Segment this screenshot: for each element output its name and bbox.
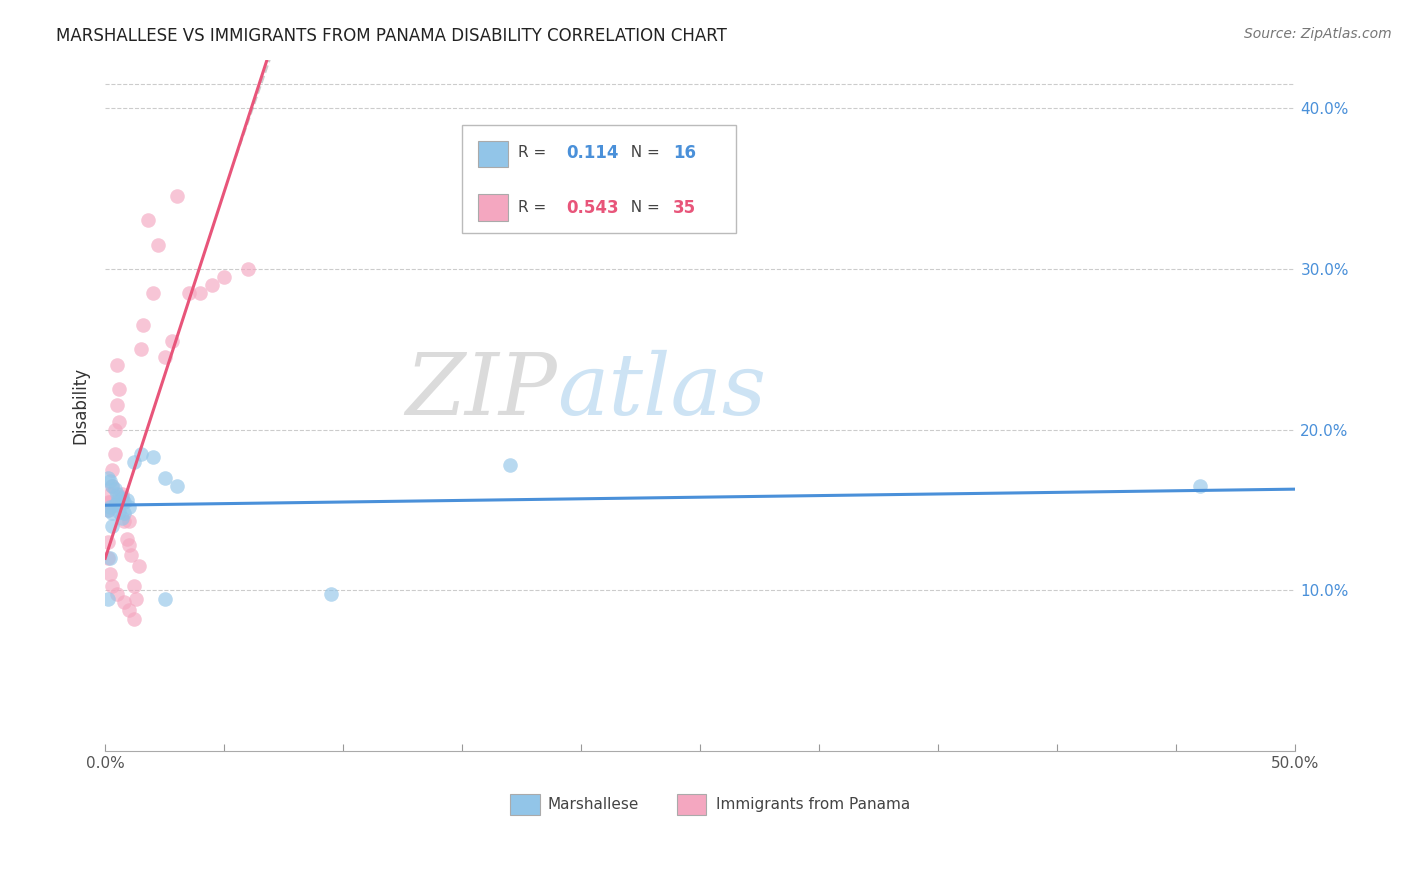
Point — [108, 490, 131, 504]
Point — [104, 498, 127, 512]
Text: R =: R = — [519, 200, 551, 215]
Point — [190, 285, 212, 300]
Point — [111, 511, 134, 525]
Point — [118, 603, 141, 617]
Point — [129, 342, 152, 356]
Point — [97, 535, 120, 549]
Text: R =: R = — [519, 145, 551, 161]
Point — [98, 487, 121, 501]
Point — [142, 285, 165, 300]
Y-axis label: Disability: Disability — [72, 367, 89, 444]
Point — [105, 487, 128, 501]
Point — [236, 261, 259, 276]
Point — [101, 463, 124, 477]
Point — [111, 487, 134, 501]
Point — [153, 591, 176, 606]
Point — [112, 595, 135, 609]
FancyBboxPatch shape — [478, 194, 508, 221]
Point — [160, 334, 183, 348]
Text: Immigrants from Panama: Immigrants from Panama — [716, 797, 910, 812]
Text: Source: ZipAtlas.com: Source: ZipAtlas.com — [1244, 27, 1392, 41]
Point — [166, 189, 188, 203]
Point — [122, 612, 145, 626]
Point — [101, 479, 124, 493]
Point — [101, 519, 124, 533]
Point — [153, 350, 176, 364]
Point — [108, 383, 131, 397]
Text: Marshallese: Marshallese — [548, 797, 640, 812]
FancyBboxPatch shape — [510, 794, 540, 815]
FancyBboxPatch shape — [478, 141, 508, 167]
Point — [97, 591, 120, 606]
Point — [111, 491, 134, 506]
Text: 0.114: 0.114 — [565, 144, 619, 162]
Text: atlas: atlas — [558, 351, 766, 433]
Point — [177, 285, 200, 300]
Point — [105, 399, 128, 413]
Point — [125, 591, 148, 606]
Point — [120, 548, 142, 562]
Point — [1189, 479, 1212, 493]
Text: 35: 35 — [673, 199, 696, 217]
Point — [98, 551, 121, 566]
Point — [97, 495, 120, 509]
Point — [132, 318, 155, 332]
Point — [105, 358, 128, 372]
Point — [105, 587, 128, 601]
Point — [112, 506, 135, 520]
Point — [122, 579, 145, 593]
Point — [97, 471, 120, 485]
Point — [118, 514, 141, 528]
Point — [97, 551, 120, 566]
Point — [115, 493, 138, 508]
Point — [118, 538, 141, 552]
Point — [101, 579, 124, 593]
FancyBboxPatch shape — [676, 794, 706, 815]
Point — [101, 479, 124, 493]
Point — [128, 559, 150, 574]
Point — [115, 532, 138, 546]
Point — [122, 455, 145, 469]
Point — [97, 503, 120, 517]
Point — [104, 423, 127, 437]
Point — [166, 479, 188, 493]
Text: 0.543: 0.543 — [565, 199, 619, 217]
Point — [129, 447, 152, 461]
Point — [108, 505, 131, 519]
Point — [108, 415, 131, 429]
Point — [98, 567, 121, 582]
Point — [146, 237, 169, 252]
Point — [101, 506, 124, 520]
Text: ZIP: ZIP — [405, 351, 558, 433]
Point — [97, 503, 120, 517]
Point — [136, 213, 159, 227]
Point — [212, 269, 235, 284]
Point — [499, 458, 522, 472]
Point — [98, 474, 121, 488]
Point — [105, 495, 128, 509]
Text: MARSHALLESE VS IMMIGRANTS FROM PANAMA DISABILITY CORRELATION CHART: MARSHALLESE VS IMMIGRANTS FROM PANAMA DI… — [56, 27, 727, 45]
Point — [321, 587, 343, 601]
Text: N =: N = — [620, 200, 664, 215]
Point — [98, 495, 121, 509]
Point — [111, 490, 134, 504]
Text: 16: 16 — [673, 144, 696, 162]
Point — [118, 500, 141, 514]
Point — [201, 277, 224, 292]
Point — [142, 450, 165, 464]
Point — [112, 514, 135, 528]
Point — [104, 482, 127, 496]
FancyBboxPatch shape — [463, 125, 737, 233]
Point — [112, 495, 135, 509]
Point — [98, 500, 121, 514]
Point — [104, 447, 127, 461]
Point — [153, 471, 176, 485]
Text: N =: N = — [620, 145, 664, 161]
